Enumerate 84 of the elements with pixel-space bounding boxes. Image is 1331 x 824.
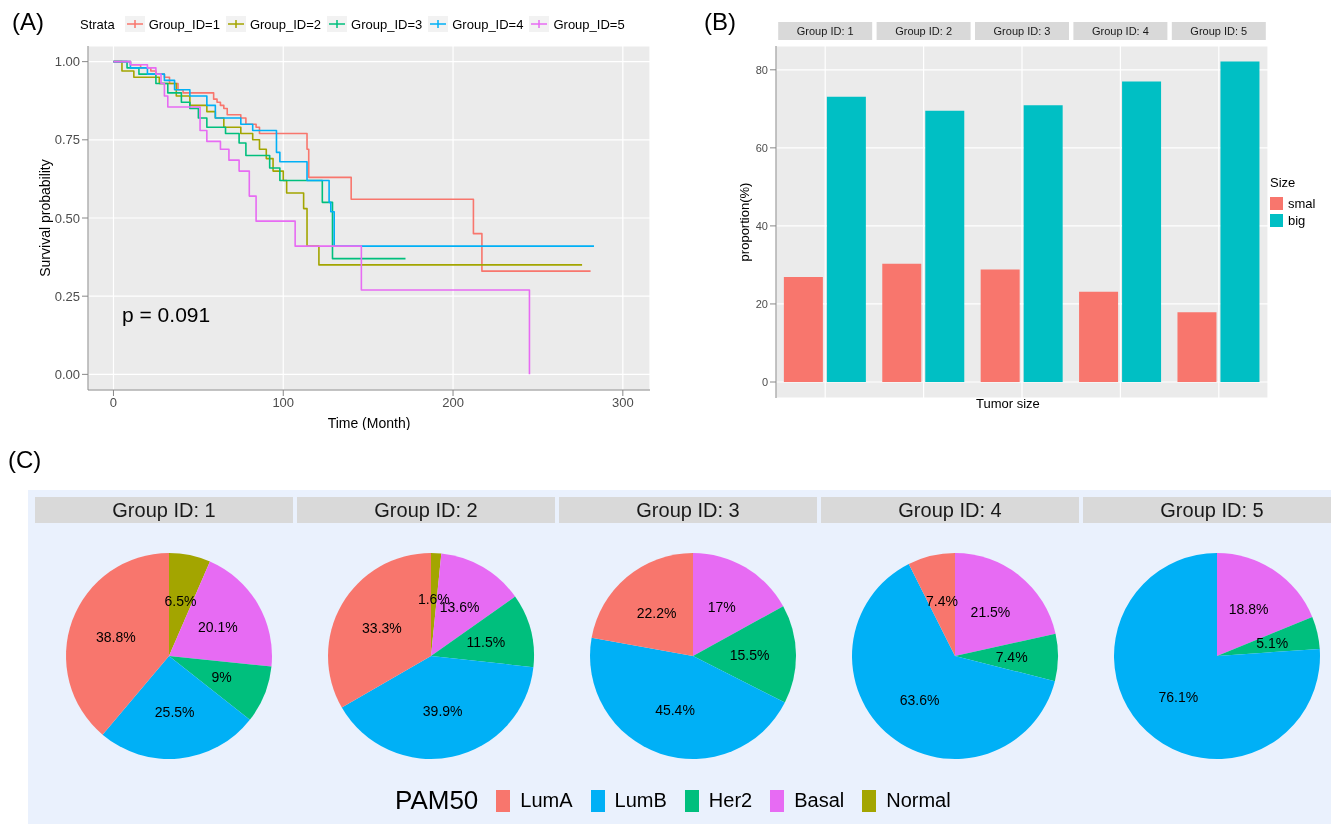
y-tick-label: 20 — [755, 297, 768, 310]
y-tick-label: 60 — [755, 141, 768, 154]
x-tick-label: Group ID: 1 — [796, 25, 854, 37]
pie-slice — [102, 656, 250, 759]
chart-title: Group ID: 4 — [821, 497, 1079, 523]
legend-label: Basal — [793, 789, 845, 812]
legend-title: PAM50 — [395, 785, 479, 816]
legend-title: Size — [1270, 175, 1297, 190]
y-axis-title: Survival probability — [36, 159, 53, 277]
y-tick-label: 0 — [761, 375, 768, 388]
bar — [1220, 61, 1260, 382]
bar — [783, 277, 823, 382]
data-label: 7.4% — [995, 648, 1028, 665]
data-label: 33.3% — [362, 619, 402, 636]
bar — [1079, 291, 1119, 382]
legend-label: Group_ID=3 — [350, 16, 423, 32]
data-label: 5.1% — [1256, 635, 1289, 652]
annotation: p = 0.091 — [122, 303, 211, 327]
chart-title: Group ID: 5 — [1083, 497, 1331, 523]
y-axis-title: proportion(%) — [736, 182, 752, 262]
data-label: 25.5% — [154, 704, 195, 721]
x-tick-label: Group ID: 5 — [1190, 25, 1248, 37]
y-tick-label: 0.75 — [54, 132, 80, 148]
legend-label: LumA — [519, 789, 573, 812]
y-tick-label: 0.25 — [54, 288, 80, 304]
data-label: 21.5% — [970, 603, 1011, 620]
pie-slice — [852, 563, 1055, 759]
bar — [882, 263, 922, 382]
data-label: 22.2% — [636, 604, 677, 621]
x-tick-label: 300 — [611, 395, 634, 411]
data-label: 7.4% — [925, 592, 958, 609]
data-label: 9% — [211, 669, 232, 686]
x-tick-label: 0 — [109, 395, 118, 411]
pie-slice — [590, 637, 785, 759]
x-tick-label: Group ID: 2 — [895, 25, 953, 37]
data-label: 38.8% — [95, 628, 136, 645]
chart-title: Group ID: 2 — [297, 497, 555, 523]
legend-label: Group_ID=4 — [451, 16, 524, 32]
data-label: 20.1% — [198, 619, 238, 636]
x-tick-label: 100 — [272, 395, 295, 411]
bar — [1122, 81, 1162, 382]
y-tick-label: 1.00 — [54, 54, 80, 70]
bar — [925, 110, 965, 382]
data-label: 11.5% — [466, 633, 506, 650]
text: (C) — [8, 446, 42, 474]
pie-slice — [1217, 553, 1313, 656]
data-label: 18.8% — [1228, 600, 1269, 617]
legend-label: big — [1287, 213, 1307, 228]
data-label: 63.6% — [899, 692, 940, 709]
x-tick-label: 200 — [442, 395, 464, 411]
legend-label: Her2 — [707, 789, 753, 812]
bar — [1177, 312, 1217, 382]
pie-slice — [1114, 553, 1320, 759]
y-tick-label: 0.00 — [54, 366, 80, 382]
legend-label: LumB — [613, 789, 667, 812]
text: (B) — [704, 8, 736, 36]
legend-label: Group_ID=1 — [147, 16, 220, 32]
data-label: 45.4% — [655, 701, 695, 718]
pie-slice — [591, 553, 693, 656]
data-label: 17% — [707, 599, 736, 616]
chart-title: Group ID: 3 — [559, 497, 817, 523]
x-tick-label: Group ID: 3 — [993, 25, 1051, 37]
data-label: 15.5% — [729, 647, 770, 664]
bar — [980, 269, 1020, 382]
y-tick-label: 40 — [755, 219, 768, 232]
x-axis-title: Tumor size — [976, 396, 1040, 411]
legend-label: Group_ID=5 — [552, 16, 625, 32]
legend-title: Strata — [80, 16, 115, 32]
bar — [1023, 105, 1063, 382]
data-label: 76.1% — [1158, 689, 1199, 706]
x-axis-title: Time (Month) — [327, 415, 411, 431]
chart-title: Group ID: 1 — [35, 497, 293, 523]
bar — [826, 96, 866, 382]
legend-label: Group_ID=2 — [248, 16, 322, 32]
pie-slice — [1217, 616, 1320, 656]
data-label: 39.9% — [422, 703, 463, 720]
y-tick-label: 0.50 — [54, 210, 80, 226]
x-tick-label: Group ID: 4 — [1091, 25, 1149, 37]
pie-slice — [341, 656, 534, 759]
pie-slice — [955, 633, 1058, 682]
legend-label: Normal — [885, 789, 951, 812]
legend-label: smal — [1287, 196, 1316, 211]
y-tick-label: 80 — [755, 63, 768, 76]
text: (A) — [12, 8, 44, 36]
